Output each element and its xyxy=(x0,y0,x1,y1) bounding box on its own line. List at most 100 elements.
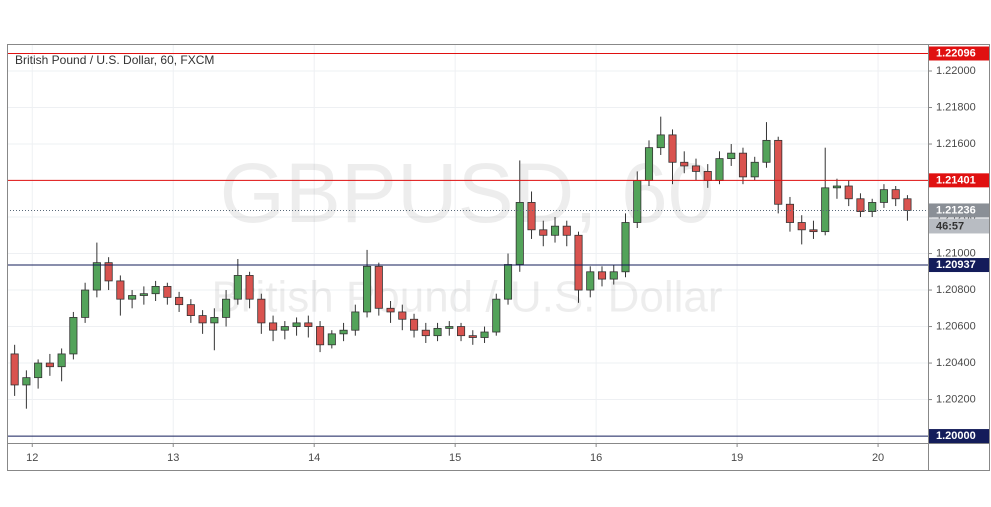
candle-body xyxy=(292,322,301,327)
candle-body xyxy=(809,229,818,233)
countdown: 46:57 xyxy=(936,220,964,232)
y-tick-label: 1.21600 xyxy=(936,138,976,150)
candle-body xyxy=(727,152,736,160)
candle-body xyxy=(879,189,888,203)
candle-body xyxy=(398,311,407,320)
candle-body xyxy=(327,333,336,346)
x-tick-label: 16 xyxy=(590,452,602,464)
last-price-box xyxy=(929,203,989,218)
candle-body xyxy=(45,362,54,368)
x-tick-label: 13 xyxy=(167,452,179,464)
overlays xyxy=(7,52,928,437)
candle-body xyxy=(257,298,266,324)
y-tick-label: 1.22000 xyxy=(936,65,976,77)
candle-body xyxy=(198,315,207,324)
level-label-box xyxy=(929,46,989,61)
candle-body xyxy=(69,317,78,355)
candle-body xyxy=(550,225,560,236)
level-label: 1.21401 xyxy=(936,174,976,186)
candle-body xyxy=(445,326,454,329)
candle-body xyxy=(316,326,325,346)
candle-body xyxy=(222,298,231,318)
candle-body xyxy=(92,262,101,291)
candle-body xyxy=(433,327,442,337)
candle-body xyxy=(891,189,900,200)
candle-body xyxy=(750,161,759,178)
chart-title: British Pound / U.S. Dollar, 60, FXCM xyxy=(15,53,214,67)
candle-body xyxy=(116,280,125,300)
candle-body xyxy=(386,307,395,313)
level-label: 1.22096 xyxy=(936,47,976,59)
y-tick-label: 1.20200 xyxy=(936,393,976,405)
candle-body xyxy=(456,326,466,337)
candle-body xyxy=(785,203,795,223)
candle-body xyxy=(621,222,630,273)
candle-body xyxy=(104,262,113,282)
candle-body xyxy=(856,198,865,212)
candle-body xyxy=(128,295,137,300)
candle-body xyxy=(868,202,877,212)
candle-body xyxy=(644,147,654,181)
candle-body xyxy=(163,285,172,298)
watermark: GBPUSD, 60 xyxy=(220,146,715,240)
candle-body xyxy=(22,377,31,386)
y-tick-label: 1.20400 xyxy=(936,357,976,369)
candle-body xyxy=(774,139,783,205)
candle-body xyxy=(57,353,66,368)
x-tick-label: 15 xyxy=(449,452,461,464)
candle-body xyxy=(492,298,501,333)
candle-body xyxy=(339,329,348,335)
countdown-box xyxy=(929,218,989,234)
candle-body xyxy=(245,275,254,300)
x-tick-label: 12 xyxy=(26,452,38,464)
candle-body xyxy=(715,158,724,181)
y-tick-label: 1.20600 xyxy=(936,320,976,332)
candle-body xyxy=(468,335,477,338)
candle-body xyxy=(81,289,90,318)
candle-body xyxy=(586,271,595,291)
candle-body xyxy=(691,165,701,172)
candle-body xyxy=(280,326,289,331)
level-label-box xyxy=(929,173,989,188)
candle-body xyxy=(304,322,313,327)
candle-body xyxy=(562,225,571,236)
candle-body xyxy=(363,265,372,313)
candle-body xyxy=(821,187,830,233)
candle-body xyxy=(421,329,430,337)
candle-body xyxy=(633,180,642,223)
candle-body xyxy=(527,202,536,231)
candle-body xyxy=(844,185,853,200)
last-price-label: 1.21236 xyxy=(936,204,976,216)
candle-body xyxy=(609,271,618,280)
y-tick-label: 1.20800 xyxy=(936,284,976,296)
candle-body xyxy=(539,229,548,236)
level-label-box xyxy=(929,258,989,273)
candle-body xyxy=(139,293,148,296)
candle-body xyxy=(656,134,665,149)
candle-body xyxy=(175,296,184,306)
candle-body xyxy=(738,152,748,178)
candle-body xyxy=(233,275,242,300)
level-label: 1.20937 xyxy=(936,259,976,271)
candle-body xyxy=(680,161,689,167)
frame xyxy=(7,44,990,471)
candle-body xyxy=(515,202,524,265)
candle-body xyxy=(797,222,806,231)
candle-body xyxy=(10,353,19,386)
level-label: 1.20000 xyxy=(936,430,976,442)
candle-body xyxy=(210,317,219,324)
candle-body xyxy=(374,265,383,309)
candle-body xyxy=(503,264,513,300)
x-tick-label: 20 xyxy=(872,452,884,464)
y-tick-label: 1.21800 xyxy=(936,101,976,113)
y-tick-label: 1.21000 xyxy=(936,247,976,259)
x-tick-label: 14 xyxy=(308,452,320,464)
candle-body xyxy=(832,185,841,189)
candle-body xyxy=(903,198,912,211)
candle-body xyxy=(480,331,489,338)
level-label-box xyxy=(929,429,989,444)
candle-body xyxy=(597,271,607,280)
x-tick-label: 19 xyxy=(731,452,743,464)
candle-body xyxy=(574,234,583,291)
